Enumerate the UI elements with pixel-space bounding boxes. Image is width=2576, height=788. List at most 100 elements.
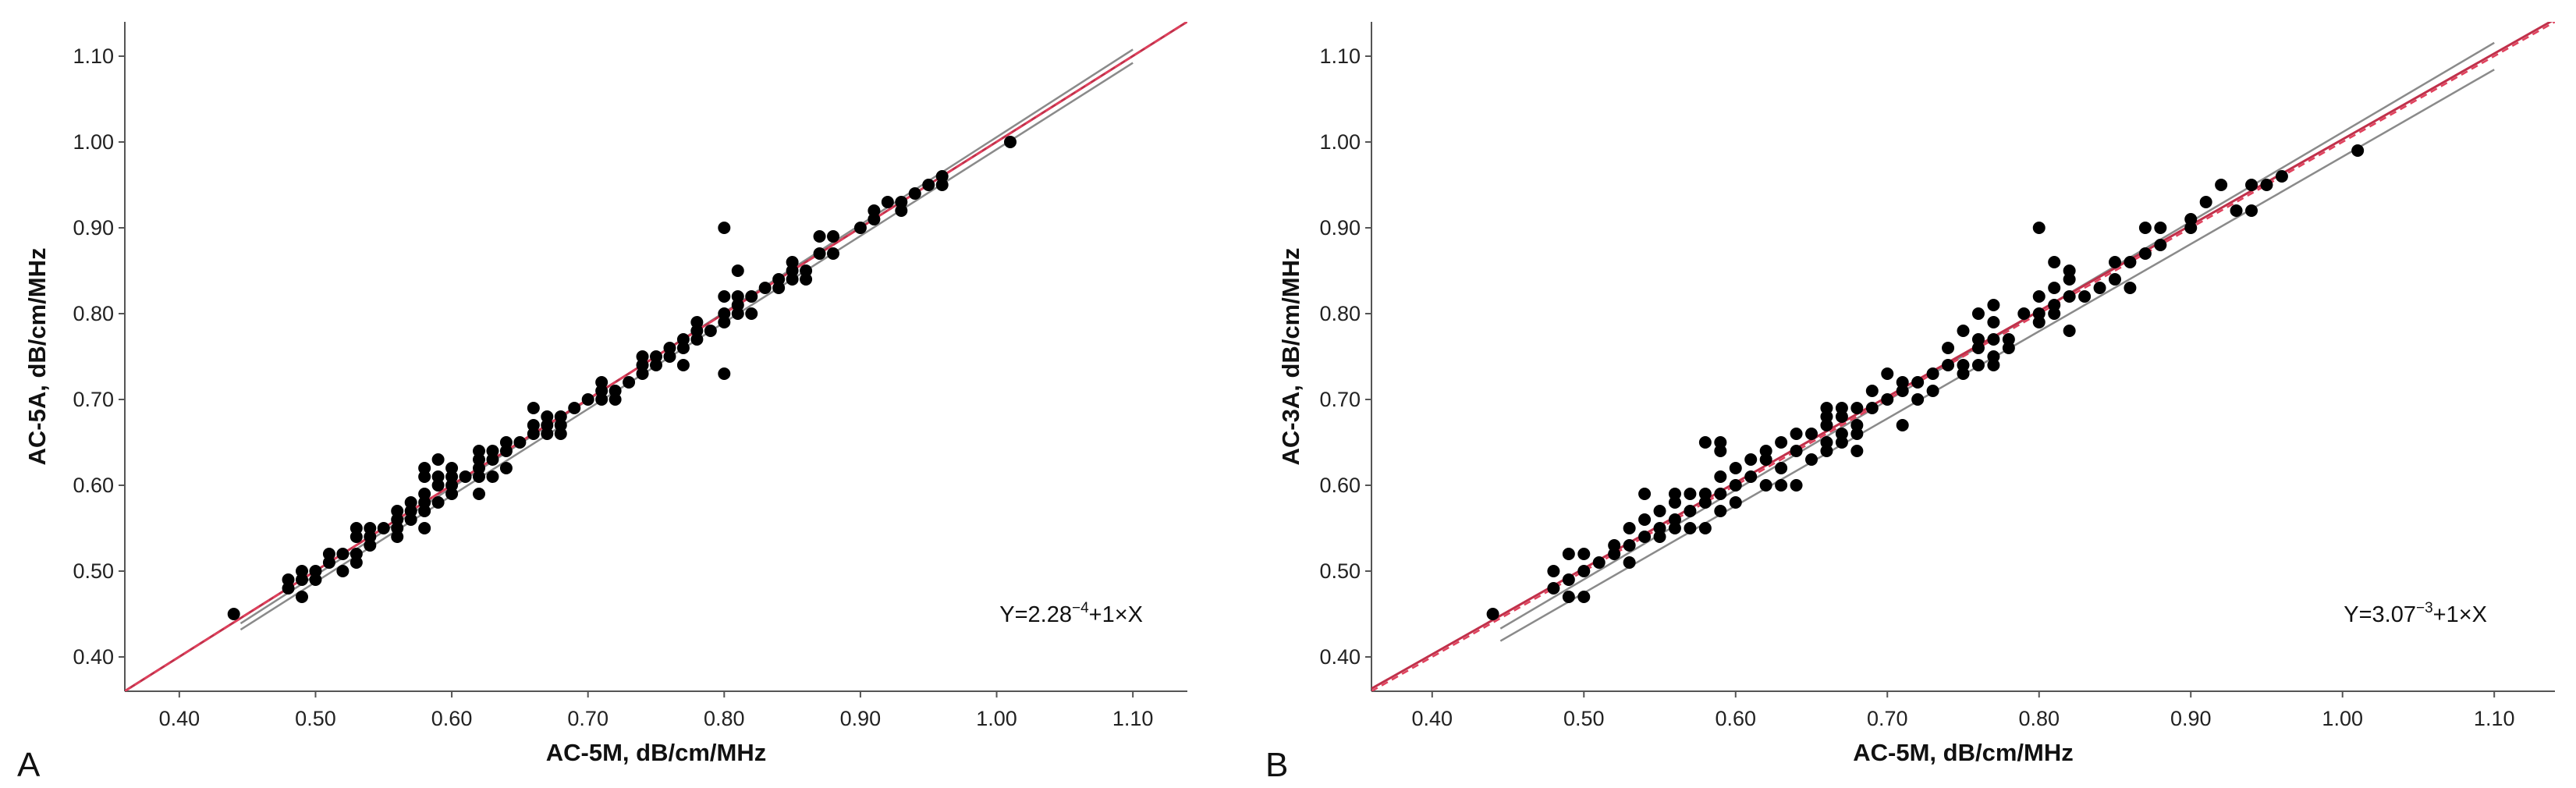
data-point <box>1653 505 1666 517</box>
data-point <box>609 385 622 397</box>
data-point <box>676 359 690 371</box>
chart-panel-A: 0.40 0.50 0.60 0.70 0.80 0.90 1.00 1.10 0.40 0.50… <box>17 22 1187 784</box>
x-tick-label: 1.10 <box>2474 707 2515 730</box>
data-point <box>473 453 485 466</box>
data-point <box>1850 419 1864 431</box>
data-point <box>1835 402 1848 414</box>
data-point <box>1790 428 1803 440</box>
data-point <box>2124 282 2137 294</box>
data-point <box>349 531 363 543</box>
data-point <box>1790 445 1803 457</box>
data-point <box>541 428 554 440</box>
data-point <box>2048 307 2061 320</box>
data-point <box>2199 196 2212 208</box>
data-point <box>895 204 908 217</box>
data-point <box>1759 445 1772 457</box>
data-point <box>486 445 499 457</box>
data-point <box>554 428 567 440</box>
data-point <box>1911 393 1925 406</box>
x-axis-label: AC-5M, dB/cm/MHz <box>1853 739 2073 766</box>
data-point <box>322 556 335 569</box>
data-point <box>1653 531 1666 543</box>
data-point <box>445 479 459 492</box>
data-point <box>1684 522 1697 534</box>
x-tick-label: 0.80 <box>2018 707 2060 730</box>
data-point <box>1623 522 1636 534</box>
data-point <box>731 290 744 303</box>
data-point <box>2032 307 2046 320</box>
y-tick-label: 0.40 <box>1319 645 1361 669</box>
data-point <box>1547 565 1560 577</box>
data-point <box>581 393 594 406</box>
data-point <box>1562 573 1575 586</box>
y-tick-label: 0.40 <box>73 645 114 669</box>
x-tick-label: 0.70 <box>1867 707 1908 730</box>
data-point <box>636 350 649 363</box>
data-point <box>636 359 649 371</box>
data-point <box>718 307 731 320</box>
data-point <box>1881 393 1894 406</box>
data-point <box>391 505 404 517</box>
data-point <box>527 419 540 431</box>
data-point <box>772 282 786 294</box>
data-point <box>364 522 377 534</box>
data-point <box>690 333 704 346</box>
data-point <box>2184 222 2198 234</box>
x-tick-label: 0.40 <box>159 707 200 730</box>
data-point <box>473 445 485 457</box>
data-point <box>296 573 308 586</box>
data-point <box>2048 282 2061 294</box>
data-point <box>1714 488 1727 500</box>
y-axis-label: AC-5A, dB/cm/MHz <box>23 247 51 465</box>
data-point <box>418 462 431 474</box>
data-point <box>595 385 609 397</box>
data-point <box>364 539 377 552</box>
y-tick-label: 0.90 <box>1319 216 1361 240</box>
data-point <box>1987 350 2000 363</box>
data-point <box>731 307 744 320</box>
data-point <box>227 608 240 620</box>
data-point <box>1865 402 1879 414</box>
data-point <box>718 316 731 328</box>
data-point <box>2275 170 2288 183</box>
data-point <box>1668 488 1681 500</box>
data-point <box>2138 222 2152 234</box>
data-point <box>1911 376 1925 389</box>
data-point <box>473 488 485 500</box>
data-point <box>663 342 676 354</box>
data-point <box>473 470 485 483</box>
data-point <box>2351 144 2365 157</box>
panel-letter: A <box>17 746 41 784</box>
data-point <box>1896 385 1909 397</box>
data-point <box>2048 299 2061 311</box>
data-point <box>2245 179 2258 191</box>
data-point <box>282 573 295 586</box>
data-point <box>404 496 417 509</box>
y-tick-label: 0.50 <box>1319 559 1361 583</box>
data-point <box>800 264 813 277</box>
data-point <box>1850 445 1864 457</box>
data-point <box>322 548 335 560</box>
data-point <box>1850 402 1864 414</box>
data-point <box>2002 333 2015 346</box>
data-point <box>1698 496 1712 509</box>
data-point <box>1653 522 1666 534</box>
y-tick-label: 0.80 <box>1319 302 1361 325</box>
data-point <box>1668 496 1681 509</box>
data-point <box>786 273 799 286</box>
data-point <box>1987 299 2000 311</box>
data-point <box>445 488 459 500</box>
data-point <box>1623 539 1636 552</box>
data-point <box>404 513 417 526</box>
data-point <box>1638 531 1652 543</box>
data-point <box>391 522 404 534</box>
data-point <box>527 428 540 440</box>
data-point <box>650 359 662 371</box>
data-point <box>1698 522 1712 534</box>
data-point <box>391 531 404 543</box>
data-point <box>418 522 431 534</box>
data-point <box>1775 479 1788 492</box>
data-point <box>895 196 908 208</box>
data-point <box>554 410 567 423</box>
data-point <box>2138 247 2152 260</box>
